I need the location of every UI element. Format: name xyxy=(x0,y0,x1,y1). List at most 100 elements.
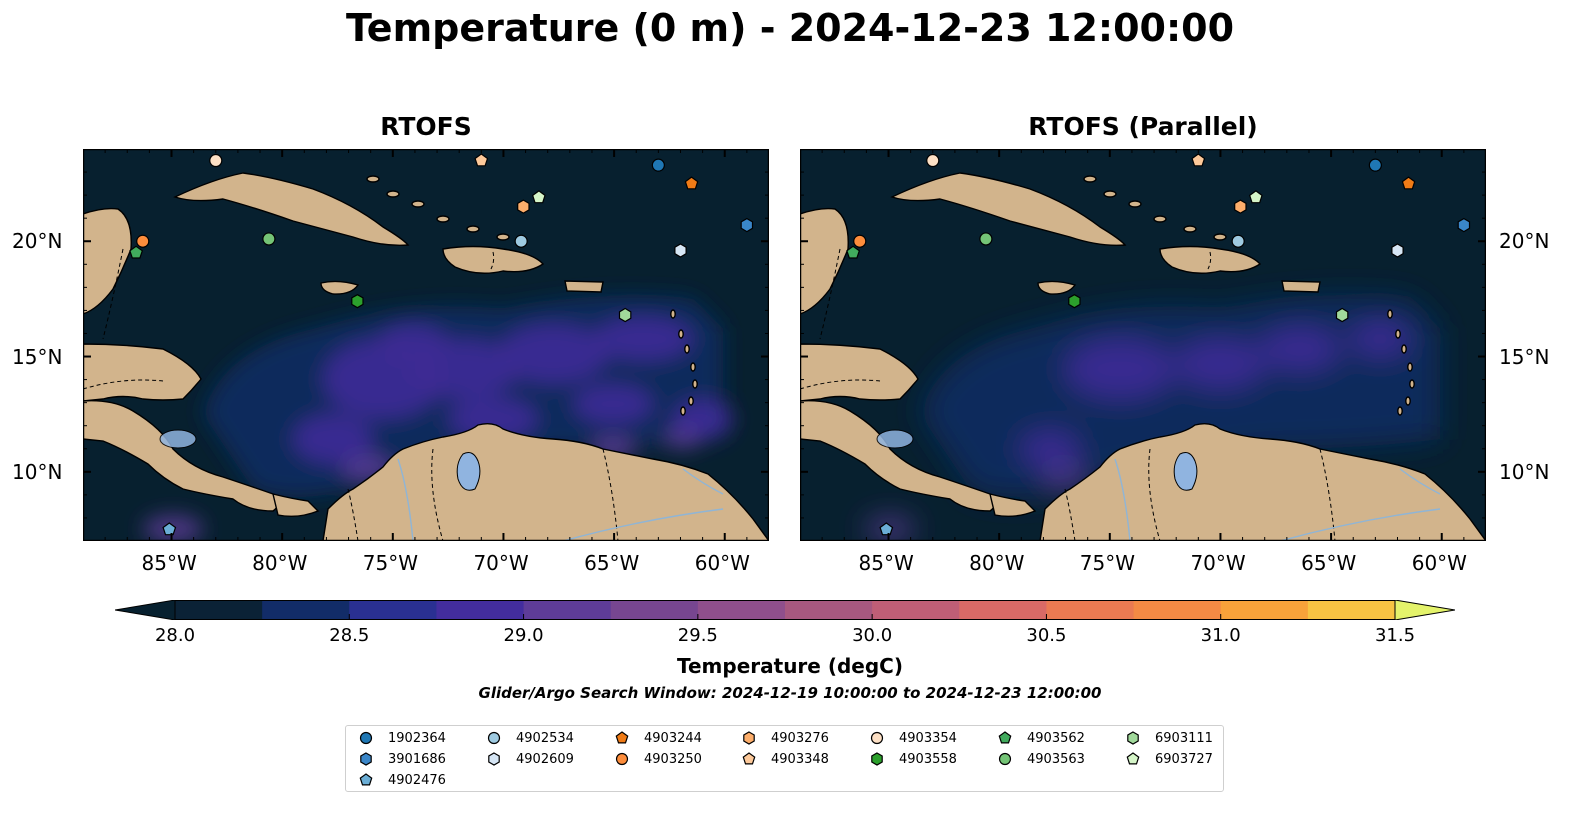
lakes xyxy=(159,429,481,491)
legend-item-6903727: 6903727 xyxy=(1125,751,1213,767)
legend-marker[interactable] xyxy=(742,752,756,765)
legend-marker[interactable] xyxy=(871,752,883,766)
legend-marker[interactable] xyxy=(359,731,373,745)
map-panel-rtofs[interactable] xyxy=(83,149,769,541)
legend-item-4903250: 4903250 xyxy=(614,751,702,767)
float-marker-4903244[interactable] xyxy=(1401,176,1416,190)
float-marker-4903558[interactable] xyxy=(1068,294,1081,309)
legend-marker-icon xyxy=(615,731,629,744)
lat-tick-label-right: 20°N xyxy=(1499,229,1550,254)
legend-item-4903348: 4903348 xyxy=(741,751,829,767)
legend-label: 4903563 xyxy=(1027,751,1085,767)
float-marker-4903276[interactable] xyxy=(517,199,530,214)
float-marker-4903563[interactable] xyxy=(979,232,993,246)
float-marker-4902476[interactable] xyxy=(879,522,894,536)
legend-item-4902534: 4902534 xyxy=(486,730,574,746)
float-marker-6903727[interactable] xyxy=(531,190,546,204)
colorbar-tick-label: 30.0 xyxy=(852,625,893,646)
colorbar-extend-low xyxy=(115,600,176,620)
float-marker-4903562[interactable] xyxy=(129,245,144,259)
colorbar-segment xyxy=(262,600,350,620)
legend-label: 6903111 xyxy=(1155,730,1213,746)
legend-marker-icon xyxy=(487,731,501,745)
float-marker-1902364[interactable] xyxy=(1368,158,1382,172)
float-markers xyxy=(129,153,754,536)
float-marker-4903250[interactable] xyxy=(853,234,867,248)
axis-ticks xyxy=(800,149,1486,541)
legend-marker[interactable] xyxy=(998,752,1012,766)
float-marker-1902364[interactable] xyxy=(651,158,665,172)
legend-marker[interactable] xyxy=(743,731,755,745)
colorbar-tick-label: 29.5 xyxy=(677,625,718,646)
float-marker-6903111[interactable] xyxy=(618,307,632,323)
legend-label: 4903244 xyxy=(644,730,702,746)
legend-marker[interactable] xyxy=(998,731,1012,744)
colorbar-segment xyxy=(436,600,525,620)
float-marker-6903111[interactable] xyxy=(1335,307,1349,323)
legend-marker[interactable] xyxy=(615,752,629,766)
colorbar-segment xyxy=(697,600,786,620)
colorbar-tick-label: 28.5 xyxy=(329,625,370,646)
legend-item-4902476: 4902476 xyxy=(358,772,446,788)
float-marker-4903276[interactable] xyxy=(1234,199,1247,214)
float-marker-4902609[interactable] xyxy=(674,243,687,258)
float-marker-3901686[interactable] xyxy=(1457,217,1471,233)
float-marker-4903244[interactable] xyxy=(684,176,699,190)
colorbar-segment xyxy=(349,600,437,620)
float-marker-4903348[interactable] xyxy=(1191,153,1206,167)
lat-tick-label-left: 15°N xyxy=(12,344,63,369)
map-frame xyxy=(800,149,1486,541)
legend-label: 6903727 xyxy=(1155,751,1213,767)
colorbar-segment xyxy=(523,600,612,620)
legend-item-4903562: 4903562 xyxy=(997,730,1085,746)
legend-item-4903244: 4903244 xyxy=(614,730,702,746)
legend-marker[interactable] xyxy=(359,773,373,786)
float-marker-4903250[interactable] xyxy=(136,234,150,248)
float-marker-4903562[interactable] xyxy=(846,245,861,259)
legend-marker-icon xyxy=(359,731,373,745)
legend-marker-icon xyxy=(743,731,755,745)
lon-tick-label: 60°W xyxy=(694,551,750,575)
legend-item-4903558: 4903558 xyxy=(869,751,957,767)
colorbar-segment xyxy=(959,600,1047,620)
legend-label: 1902364 xyxy=(388,730,446,746)
axis-ticks xyxy=(83,149,769,541)
float-marker-4902534[interactable] xyxy=(514,234,528,248)
legend-label: 3901686 xyxy=(388,751,446,767)
legend-item-4902609: 4902609 xyxy=(486,751,574,767)
legend-marker[interactable] xyxy=(1127,731,1139,745)
lakes xyxy=(876,429,1198,491)
legend-marker[interactable] xyxy=(487,731,501,745)
float-marker-4903354[interactable] xyxy=(926,153,940,168)
float-marker-4902534[interactable] xyxy=(1231,234,1245,248)
colorbar-title: Temperature (degC) xyxy=(677,654,903,678)
colorbar-extend-high xyxy=(1394,600,1455,620)
lon-tick-label: 70°W xyxy=(473,551,529,575)
colorbar xyxy=(115,600,1455,620)
float-marker-4902476[interactable] xyxy=(162,522,177,536)
legend-marker[interactable] xyxy=(1126,752,1140,765)
float-marker-4902609[interactable] xyxy=(1391,243,1404,258)
float-marker-3901686[interactable] xyxy=(740,217,754,233)
legend-marker[interactable] xyxy=(488,752,500,766)
legend-marker[interactable] xyxy=(615,731,629,744)
legend-label: 4903250 xyxy=(644,751,702,767)
legend-label: 4902476 xyxy=(388,772,446,788)
lat-tick-label-right: 15°N xyxy=(1499,344,1550,369)
legend-marker[interactable] xyxy=(870,731,884,745)
map-canvas xyxy=(800,149,1486,541)
map-canvas xyxy=(83,149,769,541)
lon-tick-label: 60°W xyxy=(1411,551,1467,575)
legend-marker[interactable] xyxy=(360,752,372,766)
float-marker-6903727[interactable] xyxy=(1248,190,1263,204)
float-marker-4903563[interactable] xyxy=(262,232,276,246)
colorbar-tick-label: 31.0 xyxy=(1200,625,1241,646)
colorbar-tick-label: 30.5 xyxy=(1026,625,1067,646)
legend-item-4903276: 4903276 xyxy=(741,730,829,746)
float-marker-4903354[interactable] xyxy=(209,153,223,168)
map-panel-rtofs-parallel[interactable] xyxy=(800,149,1486,541)
colorbar-segment xyxy=(785,600,873,620)
legend-label: 4902609 xyxy=(516,751,574,767)
float-marker-4903558[interactable] xyxy=(351,294,364,309)
float-marker-4903348[interactable] xyxy=(474,153,489,167)
